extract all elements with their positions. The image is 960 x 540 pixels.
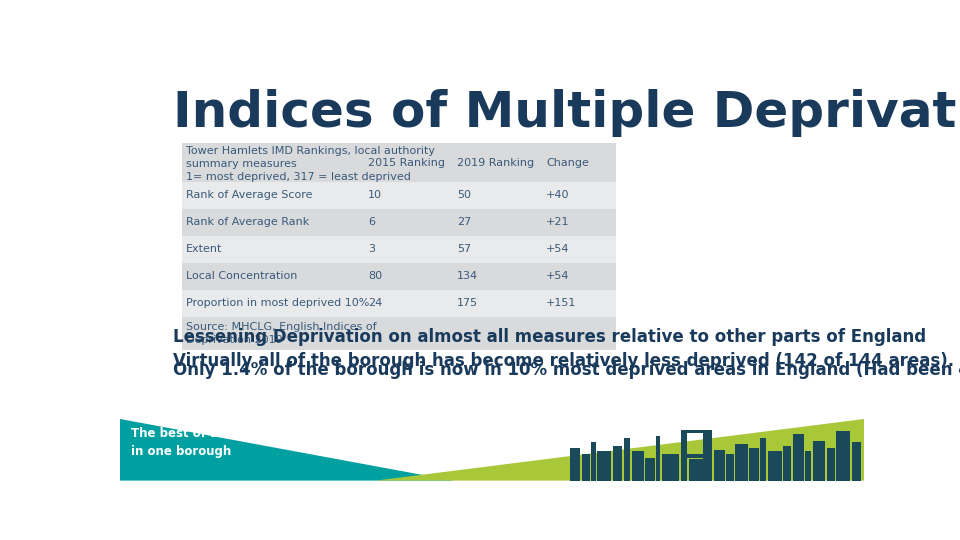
FancyBboxPatch shape — [813, 441, 826, 481]
FancyBboxPatch shape — [597, 451, 612, 481]
FancyBboxPatch shape — [182, 143, 616, 182]
Text: Source: MHCLG, English Indices of
Deprivation 2019: Source: MHCLG, English Indices of Depriv… — [186, 322, 376, 345]
Text: 50: 50 — [457, 190, 471, 200]
FancyBboxPatch shape — [182, 316, 616, 350]
Text: +40: +40 — [546, 190, 569, 200]
Text: 80: 80 — [368, 271, 382, 281]
FancyBboxPatch shape — [726, 454, 733, 481]
FancyBboxPatch shape — [182, 209, 616, 236]
Text: 2015 Ranking: 2015 Ranking — [368, 158, 445, 167]
Text: Extent: Extent — [186, 244, 223, 254]
FancyBboxPatch shape — [768, 451, 781, 481]
FancyBboxPatch shape — [591, 442, 596, 481]
Text: Change: Change — [546, 158, 589, 167]
FancyBboxPatch shape — [182, 289, 616, 316]
Text: Rank of Average Rank: Rank of Average Rank — [186, 217, 309, 227]
Text: +151: +151 — [546, 298, 577, 308]
FancyBboxPatch shape — [681, 433, 687, 481]
Text: +54: +54 — [546, 271, 569, 281]
FancyBboxPatch shape — [645, 457, 655, 481]
FancyBboxPatch shape — [569, 448, 581, 481]
FancyBboxPatch shape — [182, 182, 616, 209]
FancyBboxPatch shape — [750, 448, 758, 481]
FancyBboxPatch shape — [706, 433, 712, 481]
Text: Rank of Average Score: Rank of Average Score — [186, 190, 312, 200]
Text: Local Concentration: Local Concentration — [186, 271, 298, 281]
Text: 27: 27 — [457, 217, 471, 227]
Text: 2019 Ranking: 2019 Ranking — [457, 158, 535, 167]
FancyBboxPatch shape — [661, 454, 679, 481]
Text: 175: 175 — [457, 298, 478, 308]
FancyBboxPatch shape — [657, 436, 660, 481]
Text: Indices of Multiple Deprivation: Indices of Multiple Deprivation — [173, 90, 960, 138]
FancyBboxPatch shape — [703, 433, 706, 481]
Text: 134: 134 — [457, 271, 478, 281]
Text: 10: 10 — [368, 190, 382, 200]
FancyBboxPatch shape — [182, 236, 616, 262]
FancyBboxPatch shape — [735, 444, 748, 481]
Text: Only 1.4% of the borough is now in 10% most deprived areas in England (Had been : Only 1.4% of the borough is now in 10% m… — [173, 361, 960, 379]
FancyBboxPatch shape — [684, 455, 706, 457]
Text: The best of London
in one borough: The best of London in one borough — [131, 427, 258, 458]
FancyBboxPatch shape — [836, 430, 850, 481]
FancyBboxPatch shape — [582, 454, 589, 481]
Polygon shape — [120, 419, 453, 481]
Text: 24: 24 — [368, 298, 382, 308]
Text: 3: 3 — [368, 244, 375, 254]
FancyBboxPatch shape — [689, 459, 705, 481]
FancyBboxPatch shape — [684, 433, 687, 481]
FancyBboxPatch shape — [612, 446, 622, 481]
Text: +21: +21 — [546, 217, 569, 227]
FancyBboxPatch shape — [681, 430, 712, 433]
FancyBboxPatch shape — [793, 434, 804, 481]
FancyBboxPatch shape — [827, 448, 834, 481]
FancyBboxPatch shape — [182, 262, 616, 289]
Text: Tower Hamlets IMD Rankings, local authority
summary measures
1= most deprived, 3: Tower Hamlets IMD Rankings, local author… — [186, 146, 435, 182]
FancyBboxPatch shape — [624, 438, 630, 481]
Text: 57: 57 — [457, 244, 471, 254]
Text: Proportion in most deprived 10%: Proportion in most deprived 10% — [186, 298, 370, 308]
FancyBboxPatch shape — [783, 446, 791, 481]
Text: +54: +54 — [546, 244, 569, 254]
Text: 6: 6 — [368, 217, 375, 227]
FancyBboxPatch shape — [632, 451, 644, 481]
Polygon shape — [375, 419, 864, 481]
FancyBboxPatch shape — [760, 438, 766, 481]
FancyBboxPatch shape — [713, 450, 725, 481]
FancyBboxPatch shape — [852, 442, 861, 481]
Text: Lessening Deprivation on almost all measures relative to other parts of England
: Lessening Deprivation on almost all meas… — [173, 328, 954, 370]
FancyBboxPatch shape — [805, 451, 811, 481]
